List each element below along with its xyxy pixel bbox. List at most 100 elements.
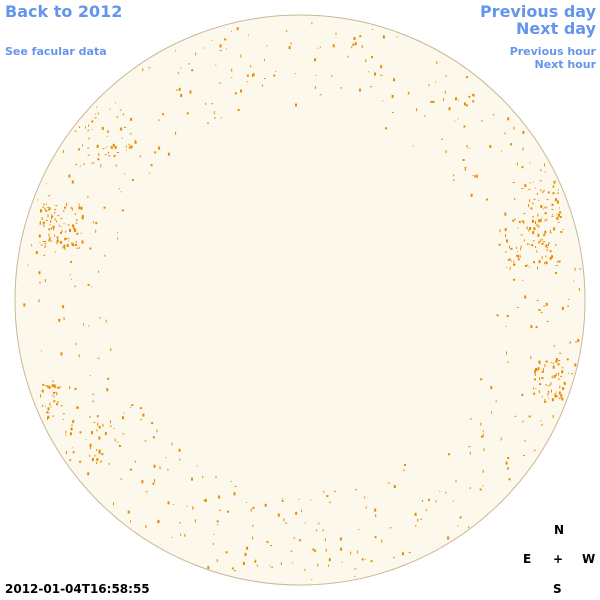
facula <box>128 146 131 149</box>
facula <box>142 413 145 417</box>
facula <box>507 457 510 459</box>
facula <box>546 249 548 252</box>
facula <box>110 420 111 424</box>
facula <box>167 152 170 156</box>
facula <box>124 173 126 175</box>
facula <box>54 251 56 253</box>
facula <box>509 245 510 249</box>
facula <box>314 86 316 90</box>
facula <box>522 130 525 134</box>
facula <box>57 401 59 403</box>
facula <box>538 260 541 264</box>
facula <box>508 258 511 261</box>
facula <box>98 436 101 440</box>
facula <box>452 500 454 502</box>
facula <box>555 359 558 363</box>
facula <box>546 199 549 201</box>
facula <box>131 404 134 407</box>
facula <box>408 552 411 554</box>
facula <box>293 537 296 539</box>
facula <box>435 81 437 83</box>
next-day-link[interactable]: Next day <box>516 19 596 38</box>
facula <box>536 192 538 195</box>
facula <box>521 166 524 169</box>
facula <box>541 396 543 398</box>
facula <box>554 394 557 398</box>
facula <box>134 140 136 141</box>
facula <box>551 208 554 210</box>
facula <box>557 363 560 366</box>
facula <box>560 394 563 398</box>
facula <box>530 325 533 329</box>
facula <box>391 111 394 113</box>
facula <box>547 390 549 392</box>
facula <box>468 446 471 448</box>
facula <box>247 34 249 36</box>
facula <box>49 207 51 210</box>
facula <box>60 218 63 220</box>
facula <box>211 39 213 41</box>
facula <box>231 77 233 78</box>
facula <box>519 255 521 258</box>
facula <box>558 260 561 263</box>
facula <box>162 113 165 116</box>
facula <box>380 74 383 76</box>
facula <box>191 477 193 481</box>
facula <box>523 221 525 225</box>
next-hour-link[interactable]: Next hour <box>534 58 597 71</box>
previous-hour-link[interactable]: Previous hour <box>509 45 596 58</box>
facula <box>548 390 550 394</box>
facula <box>40 244 43 246</box>
facula <box>48 238 51 242</box>
facula <box>117 232 119 234</box>
facula <box>472 100 475 103</box>
facula <box>521 220 524 223</box>
solar-disk <box>14 14 586 586</box>
facula <box>70 206 72 209</box>
facula <box>414 512 417 516</box>
facula <box>104 254 106 257</box>
facula <box>441 138 443 140</box>
facula <box>78 203 80 206</box>
facula <box>269 565 271 567</box>
facular-data-link[interactable]: See facular data <box>5 45 107 58</box>
facula <box>534 369 537 373</box>
facula <box>159 466 161 470</box>
facula <box>317 47 319 49</box>
facula <box>545 244 548 248</box>
facula <box>114 438 116 442</box>
facula <box>63 209 65 212</box>
facula <box>99 461 102 463</box>
facula <box>539 377 541 381</box>
facula <box>123 412 125 414</box>
back-link[interactable]: Back to 2012 <box>5 2 123 21</box>
facula <box>469 418 472 420</box>
facula <box>315 75 317 76</box>
facula <box>96 449 98 451</box>
facula <box>529 162 531 164</box>
facula <box>457 525 459 527</box>
facula <box>532 219 534 223</box>
facula <box>52 394 53 396</box>
facula <box>59 386 61 389</box>
facula <box>234 485 237 487</box>
facula <box>43 254 46 256</box>
facula <box>472 175 474 176</box>
facula <box>542 191 544 194</box>
facula <box>455 480 457 482</box>
previous-day-link[interactable]: Previous day <box>479 2 596 21</box>
facula <box>285 522 287 524</box>
facula <box>107 130 109 133</box>
facula <box>47 407 50 411</box>
facula <box>89 454 91 457</box>
facula <box>74 387 77 390</box>
facula <box>59 240 62 244</box>
facula <box>96 415 99 418</box>
facula <box>549 229 551 233</box>
facula <box>407 91 409 95</box>
facula <box>462 159 465 161</box>
facula <box>330 75 333 77</box>
facula <box>192 506 194 510</box>
facula <box>533 261 535 264</box>
